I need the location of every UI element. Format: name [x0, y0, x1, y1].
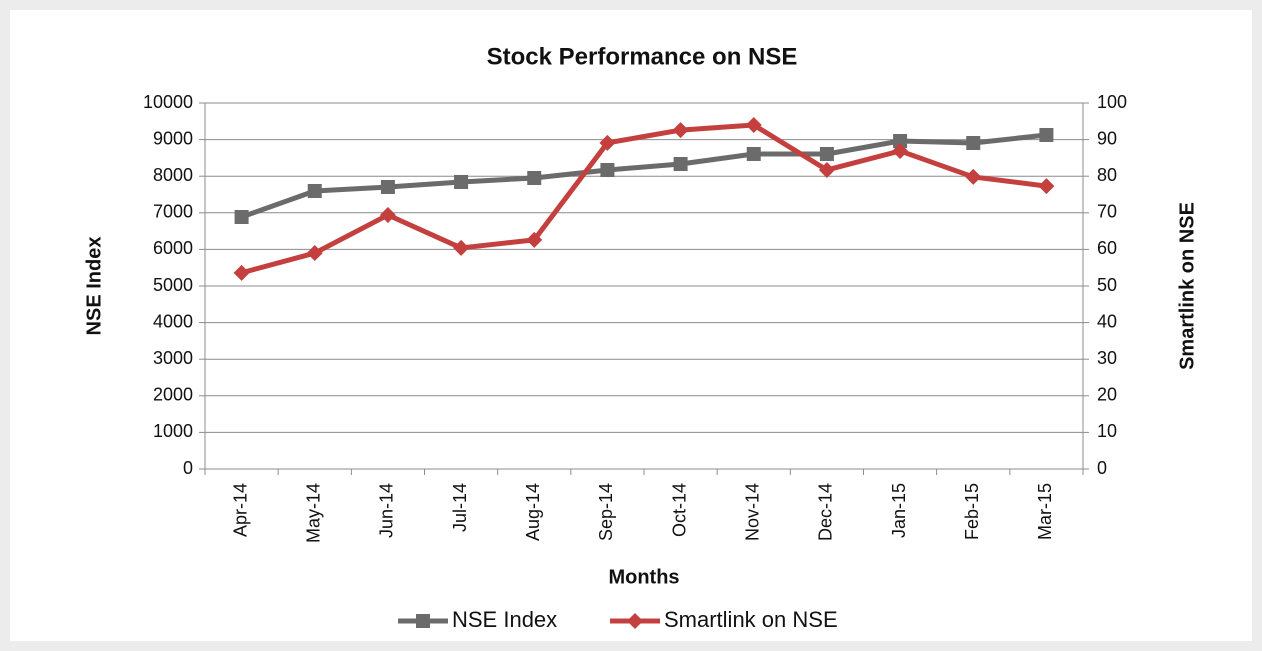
- x-tick-label: Mar-15: [1035, 483, 1055, 540]
- marker: [893, 133, 908, 148]
- y2-tick-label: 40: [1097, 311, 1117, 331]
- marker: [672, 122, 689, 139]
- y2-tick-label: 60: [1097, 238, 1117, 258]
- y-tick-label: 2000: [153, 385, 193, 405]
- y-tick-label: 1000: [153, 421, 193, 441]
- x-tick-label: Sep-14: [596, 483, 616, 541]
- y-tick-label: 10000: [143, 92, 193, 112]
- series-line: [240, 122, 1047, 276]
- x-tick-label: Apr-14: [230, 483, 250, 537]
- chart-title: Stock Performance on NSE: [487, 43, 798, 70]
- marker: [307, 183, 322, 198]
- y2-tick-label: 100: [1097, 92, 1127, 112]
- x-tick-label: Dec-14: [816, 483, 836, 541]
- marker: [527, 170, 542, 185]
- y-tick-label: 4000: [153, 311, 193, 331]
- y-tick-label: 7000: [153, 202, 193, 222]
- marker: [892, 142, 909, 159]
- y-tick-label: 0: [183, 458, 193, 478]
- x-tick-label: Jan-15: [889, 483, 909, 538]
- y-tick-label: 5000: [153, 275, 193, 295]
- marker: [234, 210, 249, 225]
- marker: [819, 146, 834, 161]
- marker: [1039, 127, 1054, 142]
- x-tick-label: Jul-14: [450, 483, 470, 532]
- x-tick-label: Jun-14: [377, 483, 397, 538]
- y-tick-label: 8000: [153, 165, 193, 185]
- x-tick-label: Nov-14: [743, 483, 763, 541]
- y-tick-label: 9000: [153, 128, 193, 148]
- legend-label: NSE Index: [452, 607, 557, 632]
- marker: [379, 206, 396, 223]
- marker: [746, 146, 761, 161]
- marker: [965, 168, 982, 185]
- chart-background: [10, 10, 1252, 641]
- y2-tick-label: 80: [1097, 165, 1117, 185]
- legend-label: Smartlink on NSE: [664, 607, 838, 632]
- y-axis-label: NSE Index: [83, 237, 105, 336]
- y2-tick-label: 20: [1097, 385, 1117, 405]
- y2-tick-label: 50: [1097, 275, 1117, 295]
- marker: [454, 174, 469, 189]
- x-tick-label: Aug-14: [523, 483, 543, 541]
- y2-tick-label: 30: [1097, 348, 1117, 368]
- marker: [627, 613, 643, 629]
- marker: [1038, 178, 1055, 195]
- marker: [966, 136, 981, 151]
- marker: [818, 161, 835, 178]
- x-tick-label: May-14: [304, 483, 324, 543]
- marker: [600, 163, 615, 178]
- x-axis-label: Months: [608, 566, 679, 588]
- y2-tick-label: 0: [1097, 458, 1107, 478]
- marker: [453, 239, 470, 256]
- marker: [745, 116, 762, 133]
- y2-tick-label: 70: [1097, 202, 1117, 222]
- y2-tick-label: 90: [1097, 128, 1117, 148]
- marker: [306, 245, 323, 262]
- y-tick-label: 3000: [153, 348, 193, 368]
- marker: [416, 614, 430, 628]
- y2-tick-label: 10: [1097, 421, 1117, 441]
- marker: [526, 231, 543, 248]
- marker: [673, 157, 688, 172]
- marker: [599, 134, 616, 151]
- x-tick-label: Oct-14: [669, 483, 689, 537]
- y-tick-label: 6000: [153, 238, 193, 258]
- marker: [233, 264, 250, 281]
- y2-axis-label: Smartlink on NSE: [1176, 202, 1198, 370]
- series-line: [240, 132, 1047, 220]
- x-tick-label: Feb-15: [962, 483, 982, 540]
- marker: [380, 179, 395, 194]
